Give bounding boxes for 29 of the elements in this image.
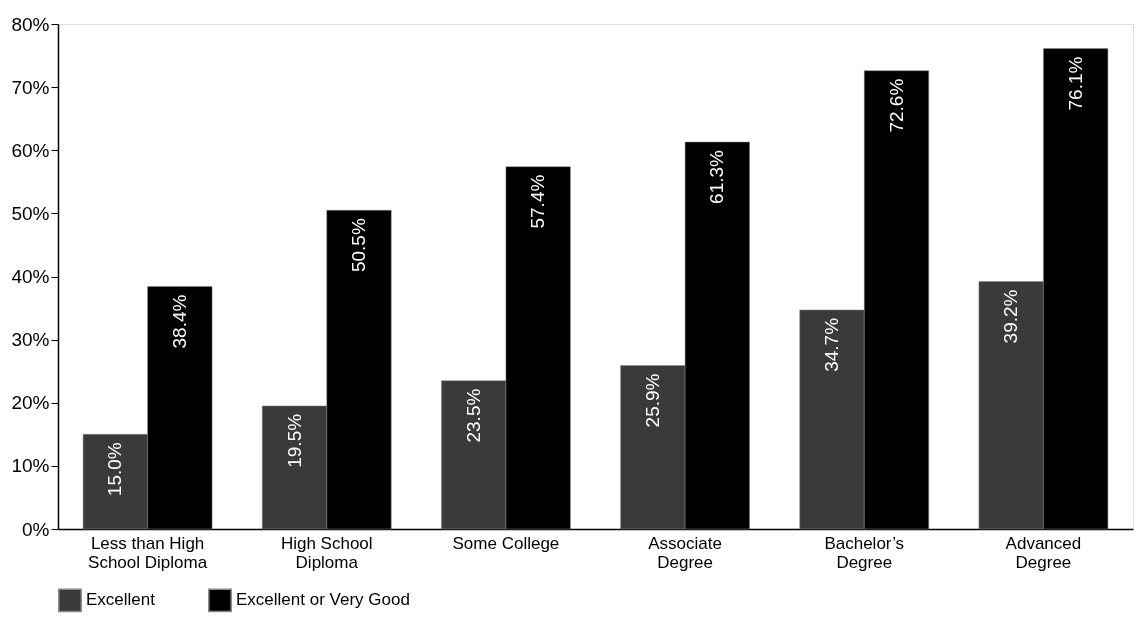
- x-tick-label: Bachelor’s Degree: [824, 533, 905, 572]
- text: 34.7%: [821, 317, 842, 372]
- text: 76.1%: [1064, 56, 1086, 111]
- legend-label: Excellent or Very Good: [236, 590, 410, 610]
- x-tick-label: High School Diploma: [280, 533, 373, 572]
- y-tick-label: 20%: [11, 392, 50, 414]
- x-tick-label: Less than High School Diploma: [88, 533, 208, 572]
- text: 39.2%: [1000, 289, 1022, 344]
- x-tick-label: Advanced Degree: [1005, 533, 1082, 572]
- y-tick-label: 50%: [11, 202, 50, 224]
- text: 23.5%: [462, 388, 484, 443]
- text: 19.5%: [283, 413, 305, 468]
- text: 15.0%: [104, 442, 126, 497]
- text: 57.4%: [527, 174, 549, 229]
- y-tick-label: 70%: [11, 76, 50, 98]
- y-tick-label: 80%: [11, 13, 50, 35]
- text: 38.4%: [168, 294, 190, 349]
- text: 50.5%: [348, 218, 369, 273]
- x-tick-label: Associate Degree: [648, 533, 722, 572]
- text: 61.3%: [706, 150, 728, 204]
- y-tick-label: 10%: [11, 455, 50, 477]
- text: 72.6%: [885, 78, 907, 133]
- y-tick-label: 60%: [11, 139, 50, 161]
- legend-label: Excellent: [86, 590, 156, 610]
- y-tick-label: 40%: [11, 266, 50, 287]
- y-tick-label: 30%: [11, 329, 50, 351]
- text: 25.9%: [641, 373, 663, 428]
- y-tick-label: 0%: [22, 518, 50, 540]
- x-tick-label: Some College: [452, 533, 560, 553]
